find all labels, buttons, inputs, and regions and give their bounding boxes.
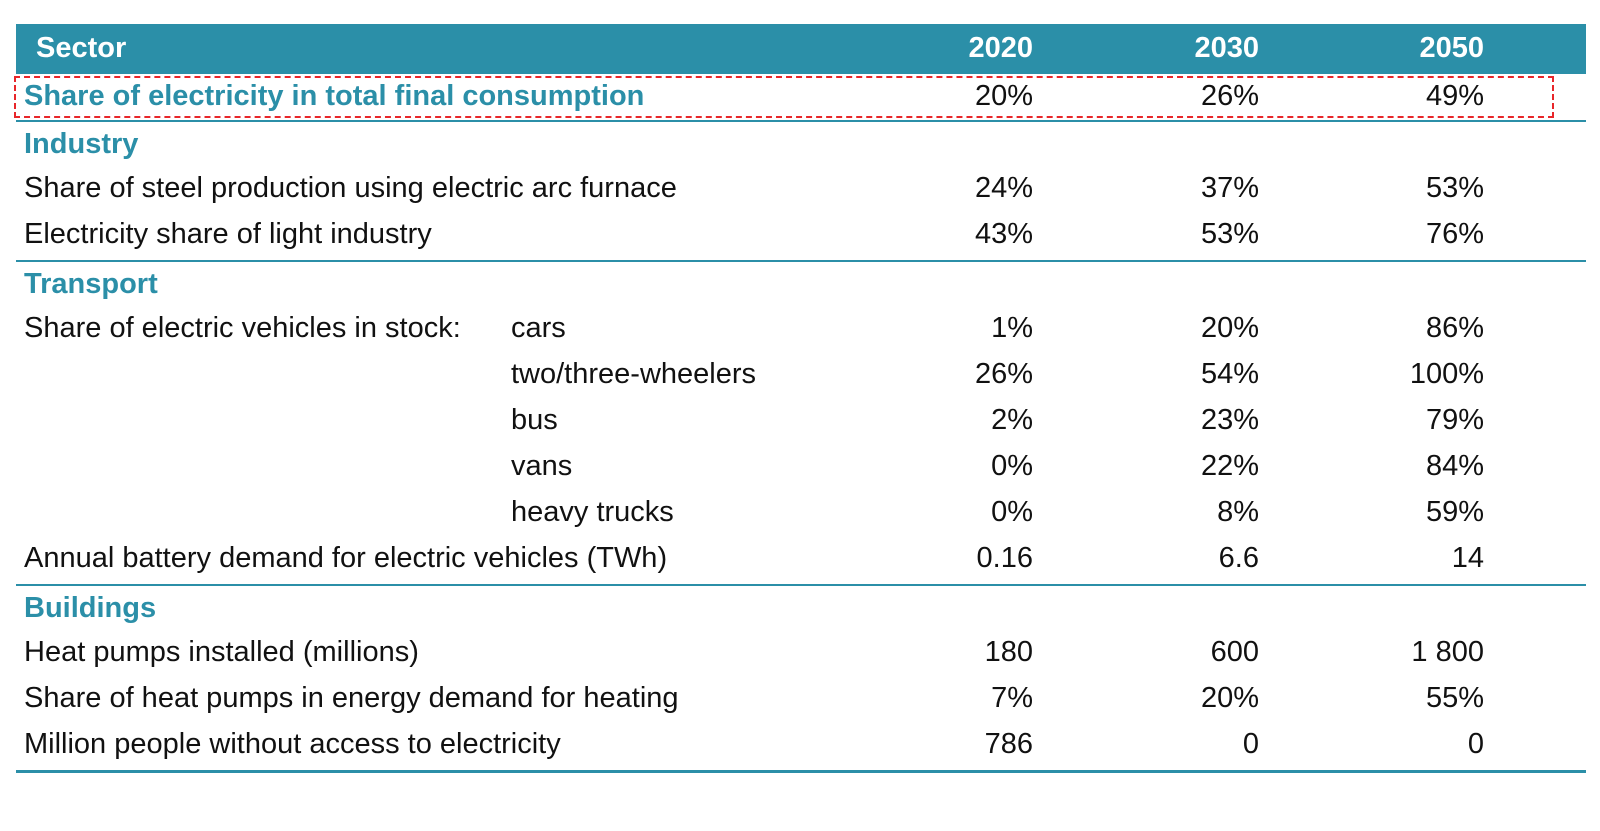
row-sublabel: cars xyxy=(511,312,566,344)
header-2050: 2050 xyxy=(1419,32,1484,64)
value-2020: 0% xyxy=(991,450,1033,482)
value-2030: 6.6 xyxy=(1218,542,1259,574)
value-2030: 37% xyxy=(1200,172,1259,204)
value-2050: 55% xyxy=(1425,682,1484,714)
value-2030: 600 xyxy=(1210,636,1259,668)
value-2020: 1% xyxy=(991,312,1033,344)
value-2050: 100% xyxy=(1409,358,1484,390)
table-row: bus 2% 23% 79% xyxy=(16,400,1586,446)
value-2050: 0 xyxy=(1467,728,1484,760)
row-label: Electricity share of light industry xyxy=(24,218,432,250)
section-buildings: Buildings xyxy=(16,586,1586,632)
table-row: Million people without access to electri… xyxy=(16,724,1586,770)
row-sublabel: vans xyxy=(511,450,573,482)
row-label: Million people without access to electri… xyxy=(24,728,561,760)
value-2050: 76% xyxy=(1425,218,1484,250)
table-header: Sector 2020 2030 2050 xyxy=(16,24,1586,74)
value-2030: 22% xyxy=(1200,450,1259,482)
value-2020: 43% xyxy=(974,218,1033,250)
value-2030: 0 xyxy=(1242,728,1259,760)
row-label: Share of electricity in total final cons… xyxy=(24,80,645,112)
value-2050: 59% xyxy=(1425,496,1484,528)
table-row: heavy trucks 0% 8% 59% xyxy=(16,492,1586,538)
table-row: vans 0% 22% 84% xyxy=(16,446,1586,492)
section-transport: Transport xyxy=(16,262,1586,308)
value-2030: 8% xyxy=(1217,496,1259,528)
value-2020: 7% xyxy=(991,682,1033,714)
table-row: Heat pumps installed (millions) 180 600 … xyxy=(16,632,1586,678)
value-2020: 180 xyxy=(984,636,1033,668)
value-2050: 49% xyxy=(1425,80,1484,112)
value-2030: 53% xyxy=(1200,218,1259,250)
section-title: Buildings xyxy=(24,592,157,624)
value-2020: 20% xyxy=(974,80,1033,112)
value-2020: 24% xyxy=(974,172,1033,204)
value-2020: 26% xyxy=(974,358,1033,390)
value-2050: 1 800 xyxy=(1411,636,1484,668)
row-label: Annual battery demand for electric vehic… xyxy=(24,542,668,574)
section-title: Industry xyxy=(24,128,139,160)
value-2050: 14 xyxy=(1451,542,1484,574)
table-bottom-rule xyxy=(16,770,1586,773)
section-divider xyxy=(16,260,1586,262)
section-title: Transport xyxy=(24,268,158,300)
table-row: Annual battery demand for electric vehic… xyxy=(16,538,1586,584)
value-2020: 786 xyxy=(984,728,1033,760)
row-label: Heat pumps installed (millions) xyxy=(24,636,419,668)
value-2030: 26% xyxy=(1200,80,1259,112)
value-2030: 54% xyxy=(1200,358,1259,390)
table-row: Share of electric vehicles in stock: car… xyxy=(16,308,1586,354)
value-2050: 86% xyxy=(1425,312,1484,344)
row-label: Share of heat pumps in energy demand for… xyxy=(24,682,679,714)
value-2050: 53% xyxy=(1425,172,1484,204)
header-2020: 2020 xyxy=(968,32,1033,64)
value-2020: 0.16 xyxy=(976,542,1033,574)
table-row: Share of heat pumps in energy demand for… xyxy=(16,678,1586,724)
value-2030: 20% xyxy=(1200,312,1259,344)
value-2050: 79% xyxy=(1425,404,1484,436)
table-row: Electricity share of light industry 43% … xyxy=(16,214,1586,260)
value-2020: 2% xyxy=(991,404,1033,436)
sector-indicator-table: Sector 2020 2030 2050 Share of electrici… xyxy=(14,24,1586,773)
row-sublabel: bus xyxy=(511,404,558,436)
electricity-share-row: Share of electricity in total final cons… xyxy=(14,74,1586,122)
value-2020: 0% xyxy=(991,496,1033,528)
row-label: Share of electric vehicles in stock: xyxy=(24,312,461,344)
header-2030: 2030 xyxy=(1194,32,1259,64)
value-2050: 84% xyxy=(1425,450,1484,482)
value-2030: 23% xyxy=(1200,404,1259,436)
header-sector: Sector xyxy=(36,32,127,64)
table-row: two/three-wheelers 26% 54% 100% xyxy=(16,354,1586,400)
section-divider xyxy=(16,584,1586,586)
row-label: Share of steel production using electric… xyxy=(24,172,677,204)
table-row: Share of steel production using electric… xyxy=(16,168,1586,214)
row-sublabel: two/three-wheelers xyxy=(511,358,756,390)
row-sublabel: heavy trucks xyxy=(511,496,674,528)
section-industry: Industry xyxy=(16,122,1586,168)
value-2030: 20% xyxy=(1200,682,1259,714)
